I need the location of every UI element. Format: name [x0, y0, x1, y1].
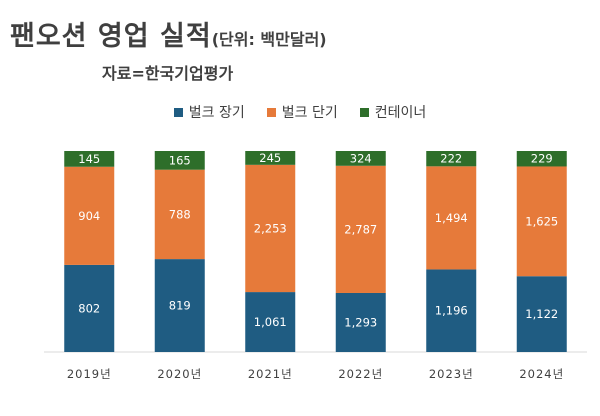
legend-label: 컨테이너 — [374, 105, 427, 121]
data-label: 1,122 — [525, 307, 558, 321]
source-note: 자료=한국기업평가 — [102, 64, 234, 83]
legend-swatch — [173, 107, 183, 117]
x-tick-label: 2022년 — [338, 367, 383, 381]
bar-segment — [245, 292, 296, 352]
bar-segment — [64, 151, 115, 167]
bar-segment — [335, 292, 386, 352]
bar-segment — [245, 164, 296, 293]
bar-segment — [154, 259, 205, 352]
bar-segment — [245, 151, 296, 165]
data-label: 145 — [78, 152, 100, 166]
legend-item: 벌크 장기 — [173, 102, 245, 122]
data-label: 788 — [169, 207, 191, 221]
legend-label: 벌크 단기 — [281, 105, 338, 121]
bar-segment — [154, 169, 205, 260]
legend-swatch — [266, 107, 276, 117]
chart-unit: (단위: 백만달러) — [211, 30, 327, 49]
data-label: 165 — [169, 153, 191, 167]
legend: 벌크 장기 벌크 단기 컨테이너 — [0, 102, 600, 122]
data-label: 2,787 — [344, 222, 377, 236]
data-label: 1,061 — [254, 315, 287, 329]
data-label: 222 — [440, 152, 462, 166]
data-label: 229 — [531, 152, 553, 166]
data-label: 904 — [78, 209, 100, 223]
x-tick-label: 2024년 — [519, 367, 564, 381]
data-label: 1,293 — [344, 315, 377, 329]
x-tick-label: 2021년 — [248, 367, 293, 381]
legend-item: 컨테이너 — [359, 102, 427, 122]
chart-title-text: 팬오션 영업 실적 — [10, 21, 212, 52]
chart-title: 팬오션 영업 실적(단위: 백만달러) — [10, 14, 327, 53]
legend-swatch — [359, 107, 369, 117]
data-label: 324 — [350, 151, 372, 165]
data-label: 802 — [78, 301, 100, 315]
x-tick-label: 2023년 — [429, 367, 474, 381]
bar-segment — [154, 151, 205, 170]
data-label: 819 — [169, 299, 191, 313]
bar-segment — [516, 276, 567, 352]
legend-item: 벌크 단기 — [266, 102, 338, 122]
bar-segment — [516, 151, 567, 167]
data-label: 1,494 — [435, 211, 468, 225]
bar-segment — [426, 166, 477, 270]
data-label: 1,625 — [525, 214, 558, 228]
x-tick-label: 2019년 — [67, 367, 112, 381]
bar-segment — [516, 166, 567, 277]
data-label: 1,196 — [435, 304, 468, 318]
bar-segment — [426, 151, 477, 167]
bar-segment — [335, 165, 386, 293]
bar-segment — [335, 151, 386, 166]
data-label: 245 — [259, 151, 281, 165]
bar-segment — [64, 264, 115, 352]
bar-segment — [426, 269, 477, 352]
x-tick-label: 2020년 — [157, 367, 202, 381]
data-label: 2,253 — [254, 221, 287, 235]
bar-segment — [64, 166, 115, 265]
legend-label: 벌크 장기 — [188, 105, 245, 121]
